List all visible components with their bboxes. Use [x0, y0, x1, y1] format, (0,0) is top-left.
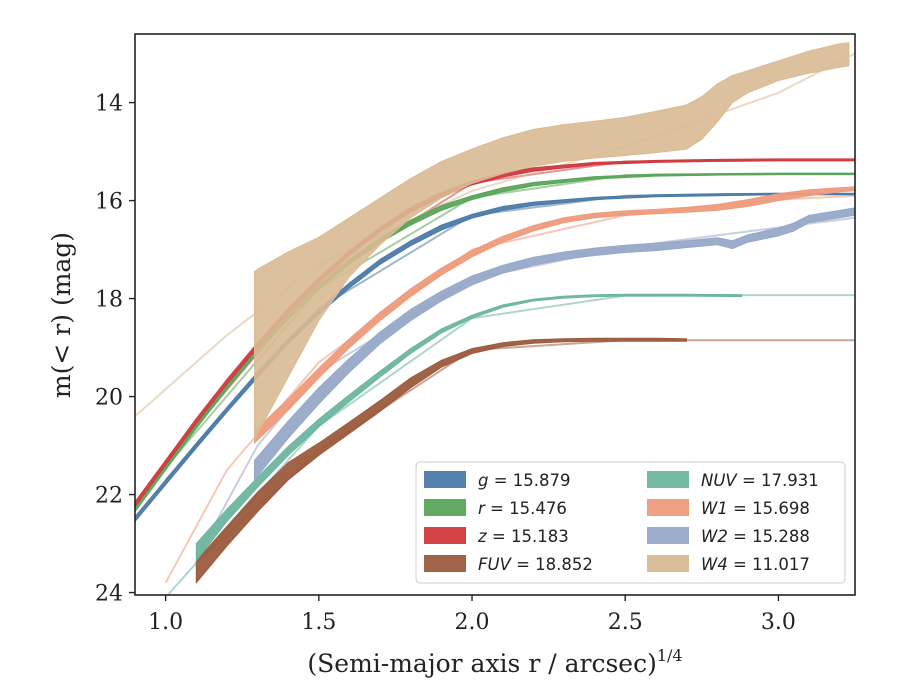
legend-label-w1: W1 = 15.698 [701, 499, 810, 518]
legend-swatch-fuv [424, 555, 466, 572]
data-bands-layer [135, 42, 855, 585]
band-r [135, 172, 855, 513]
fit-line-nuv [166, 294, 855, 595]
legend-swatch-r [424, 499, 466, 516]
legend-box [415, 461, 846, 584]
band-w4 [254, 42, 850, 441]
x-tick-label: 1.0 [148, 610, 183, 635]
legend-swatch-w1 [647, 499, 689, 516]
legend-swatch-w2 [647, 527, 689, 544]
legend-swatch-nuv [647, 471, 689, 488]
legend-label-w4: W4 = 11.017 [701, 555, 810, 574]
legend-swatch-z [424, 527, 466, 544]
ticks-layer: 1.0 1.5 2.0 2.5 3.0 14 16 18 20 22 24 [95, 92, 796, 635]
x-axis-label: (Semi-major axis r / arcsec)1/4 [307, 646, 682, 678]
y-tick-label: 16 [95, 190, 123, 215]
x-axis-label-exponent: 1/4 [657, 646, 683, 665]
legend: g = 15.879 r = 15.476 z = 15.183 FUV = 18.8… [415, 461, 846, 584]
y-tick-label: 20 [95, 386, 123, 411]
plot-frame [134, 33, 856, 596]
legend-label-z: z = 15.183 [477, 527, 569, 546]
legend-label-fuv: FUV = 18.852 [478, 555, 593, 574]
y-tick-label: 22 [95, 484, 123, 509]
x-tick-label: 2.5 [608, 610, 643, 635]
fit-line-w4 [135, 52, 855, 417]
x-axis-label-text: (Semi-major axis r / arcsec) [307, 649, 656, 678]
y-tick-label: 18 [95, 288, 123, 313]
x-tick-label: 2.0 [455, 610, 490, 635]
y-tick-label: 14 [95, 92, 123, 117]
x-tick-label: 3.0 [761, 610, 796, 635]
legend-label-nuv: NUV = 17.931 [701, 471, 819, 490]
x-tick-label: 1.5 [301, 610, 336, 635]
legend-swatch-w4 [647, 555, 689, 572]
y-tick-label: 24 [95, 582, 123, 607]
legend-swatch-g [424, 471, 466, 488]
legend-label-r: r = 15.476 [478, 499, 567, 518]
band-nuv [195, 293, 743, 563]
y-axis-label-group: m(< r) (mag) [47, 232, 76, 398]
legend-label-g: g = 15.879 [478, 471, 571, 490]
y-axis-label: m(< r) (mag) [47, 232, 76, 398]
band-w1 [254, 186, 855, 445]
legend-label-w2: W2 = 15.288 [701, 527, 810, 546]
band-w2 [254, 207, 855, 482]
band-fuv [195, 337, 687, 585]
